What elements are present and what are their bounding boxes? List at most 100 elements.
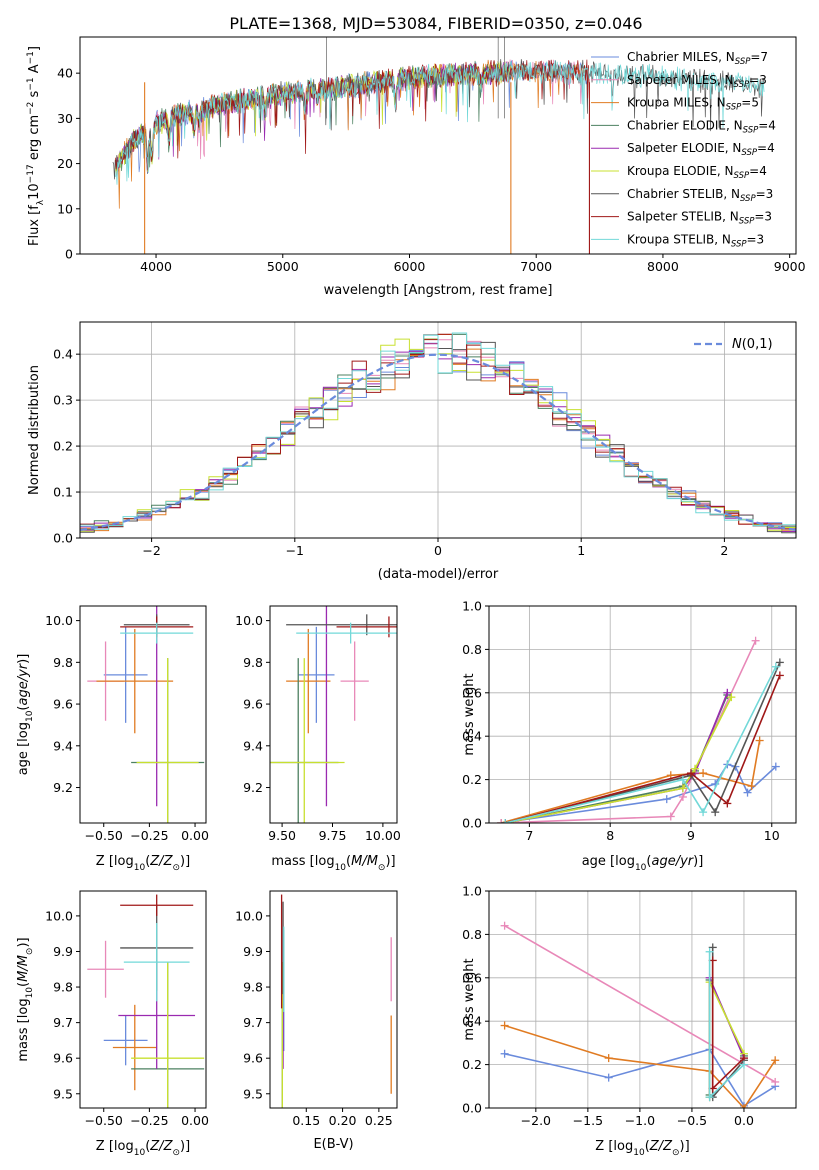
y-axis-label: mass weight (462, 958, 477, 1040)
label-part: ⊙ (672, 1148, 680, 1158)
y-axis-label-group: mass [log10(M/M⊙)] (16, 937, 35, 1061)
panel-age_vs_Z: −0.50 −0.25 0.009.29.49.69.810.0Z [log10(Z… (16, 605, 209, 873)
errorbar-point (286, 628, 331, 734)
axes-frame (488, 890, 797, 1109)
x-tick-label: −1 (286, 543, 304, 558)
legend-text: Salpeter ELODIE, N (627, 141, 741, 155)
y-tick-label: 0.2 (462, 772, 482, 787)
y-axis-label-group: age [log10(age/yr)] (16, 654, 35, 776)
label-part: erg cm (27, 115, 42, 164)
axis-label: mass [log10(M/M⊙)] (16, 937, 35, 1061)
panel-mass_vs_ebv: 0.15 0.20 0.25 9.5 9.6 9.7 9.8 9.9 10.0 (235, 890, 398, 1128)
y-tick-label: 0.3 (53, 393, 73, 408)
legend-label: Chabrier MILES, NSSP=7 (627, 50, 768, 67)
legend-label: N(0,1) (732, 337, 773, 352)
mass-weight-line (500, 740, 761, 823)
legend-suffix: =3 (754, 210, 772, 224)
axis-label: Flux [fλ10−17 erg cm−2 s−1 A−1] (26, 46, 46, 246)
label-part: −1 (26, 51, 36, 64)
panel-spectrum: 4000 5000 6000 7000 8000 9000 0 10 20 30 40 Chabrie… (26, 36, 806, 298)
axes-overlay: 0.15 0.20 0.25 9.5 9.6 9.7 9.8 9.9 10.0 (235, 890, 398, 1128)
y-axis-label: mass weight (462, 673, 477, 755)
x-tick-label: 4000 (140, 259, 172, 274)
label-part: ( (646, 854, 651, 869)
legend-sub: SSP (739, 217, 755, 227)
plot-area (87, 606, 205, 823)
label-part: 10 (633, 1148, 645, 1158)
x-tick-label: −0.50 (85, 828, 123, 843)
normal-args: (0,1) (742, 337, 773, 352)
label-part: )] (680, 1139, 690, 1154)
legend-suffix: =3 (749, 73, 767, 87)
label-part: 10 (25, 987, 35, 999)
axes-overlay: −0.50 −0.25 0.009.59.69.79.89.910.0Z [log1… (16, 890, 209, 1158)
label-part: Z [ (595, 1139, 613, 1154)
label-part: ⊙ (172, 1148, 180, 1158)
mass-weight-line (505, 662, 781, 823)
legend-sub: SSP (734, 80, 750, 90)
mass-weight-line (504, 925, 776, 1083)
errorbar-point (131, 962, 205, 1108)
y-tick-label: 9.6 (243, 697, 263, 712)
errorbar-point (123, 923, 190, 1002)
legend-text: Kroupa MILES, N (627, 96, 726, 110)
mass-weight-line (505, 694, 729, 823)
panel-residuals: −2 −1 0 1 2 0.0 0.1 0.2 0.3 0.4 N(0,1) (data-model)… (27, 321, 797, 582)
x-tick-label: 6000 (394, 259, 426, 274)
errorbar-point (340, 641, 369, 721)
y-tick-label: 10.0 (45, 908, 73, 923)
errorbar-point (136, 658, 199, 823)
x-tick-label: 0.20 (329, 1113, 357, 1128)
y-tick-label: 1.0 (462, 884, 482, 899)
y-axis-label-group: Flux [fλ10−17 erg cm−2 s−1 A−1] (26, 46, 46, 246)
mass-weight-line (505, 696, 733, 823)
axes-frame (79, 605, 207, 824)
label-part: )] (16, 654, 31, 664)
plot-area (497, 636, 784, 823)
axes-overlay: −0.50 −0.25 0.009.29.49.69.810.0Z [log10(Z… (16, 605, 209, 873)
errorbar-point (120, 622, 194, 644)
label-part: ⊙ (25, 948, 35, 956)
spectrum-line (115, 59, 590, 172)
label-part: 10 (134, 1148, 146, 1158)
axes-frame (488, 605, 797, 824)
legend-label: Kroupa MILES, NSSP=5 (627, 96, 759, 113)
label-part: −17 (26, 164, 36, 183)
y-tick-label: 9.5 (243, 1086, 263, 1101)
x-tick-label: −2.0 (521, 1113, 551, 1128)
x-axis-label: (data-model)/error (378, 567, 499, 582)
panel-mass_vs_Z: −0.50 −0.25 0.009.59.69.79.89.910.0Z [log1… (16, 890, 209, 1158)
plot-area (112, 37, 765, 254)
label-part: )] (16, 937, 31, 947)
x-tick-label: −0.5 (677, 1113, 707, 1128)
label-part: Z [ (96, 854, 114, 869)
label-part: Z/Z (149, 1139, 173, 1154)
label-part: age [ (16, 742, 31, 775)
axis-label: Z [log10(Z/Z⊙)] (595, 1139, 689, 1158)
legend-text: Chabrier STELIB, N (627, 187, 740, 201)
legend-text: Chabrier MILES, N (627, 50, 735, 64)
figure-title: PLATE=1368, MJD=53084, FIBERID=0350, z=0… (229, 14, 642, 33)
x-tick-label: 5000 (267, 259, 299, 274)
y-tick-label: 0.4 (53, 347, 73, 362)
normal-curve (80, 353, 796, 531)
legend-label: Salpeter ELODIE, NSSP=4 (627, 141, 775, 158)
legend-sub: SSP (734, 171, 750, 181)
y-tick-label: 9.8 (53, 980, 73, 995)
label-part: log (16, 998, 31, 1018)
y-tick-label: 10.0 (45, 613, 73, 628)
y-axis-label: Normed distribution (27, 365, 42, 495)
legend-suffix: =4 (757, 141, 775, 155)
histogram-series (80, 332, 796, 530)
x-axis-label: wavelength [Angstrom, rest frame] (324, 283, 553, 298)
x-tick-label: 10.00 (365, 828, 401, 843)
y-tick-label: 9.4 (243, 738, 263, 753)
label-part: age/yr (651, 854, 694, 869)
legend-sub: SSP (726, 103, 742, 113)
label-part: ( (145, 854, 150, 869)
y-tick-label: 9.8 (243, 655, 263, 670)
errorbar-point (296, 622, 397, 644)
y-tick-label: 0.4 (462, 729, 482, 744)
legend-sub: SSP (741, 148, 757, 158)
